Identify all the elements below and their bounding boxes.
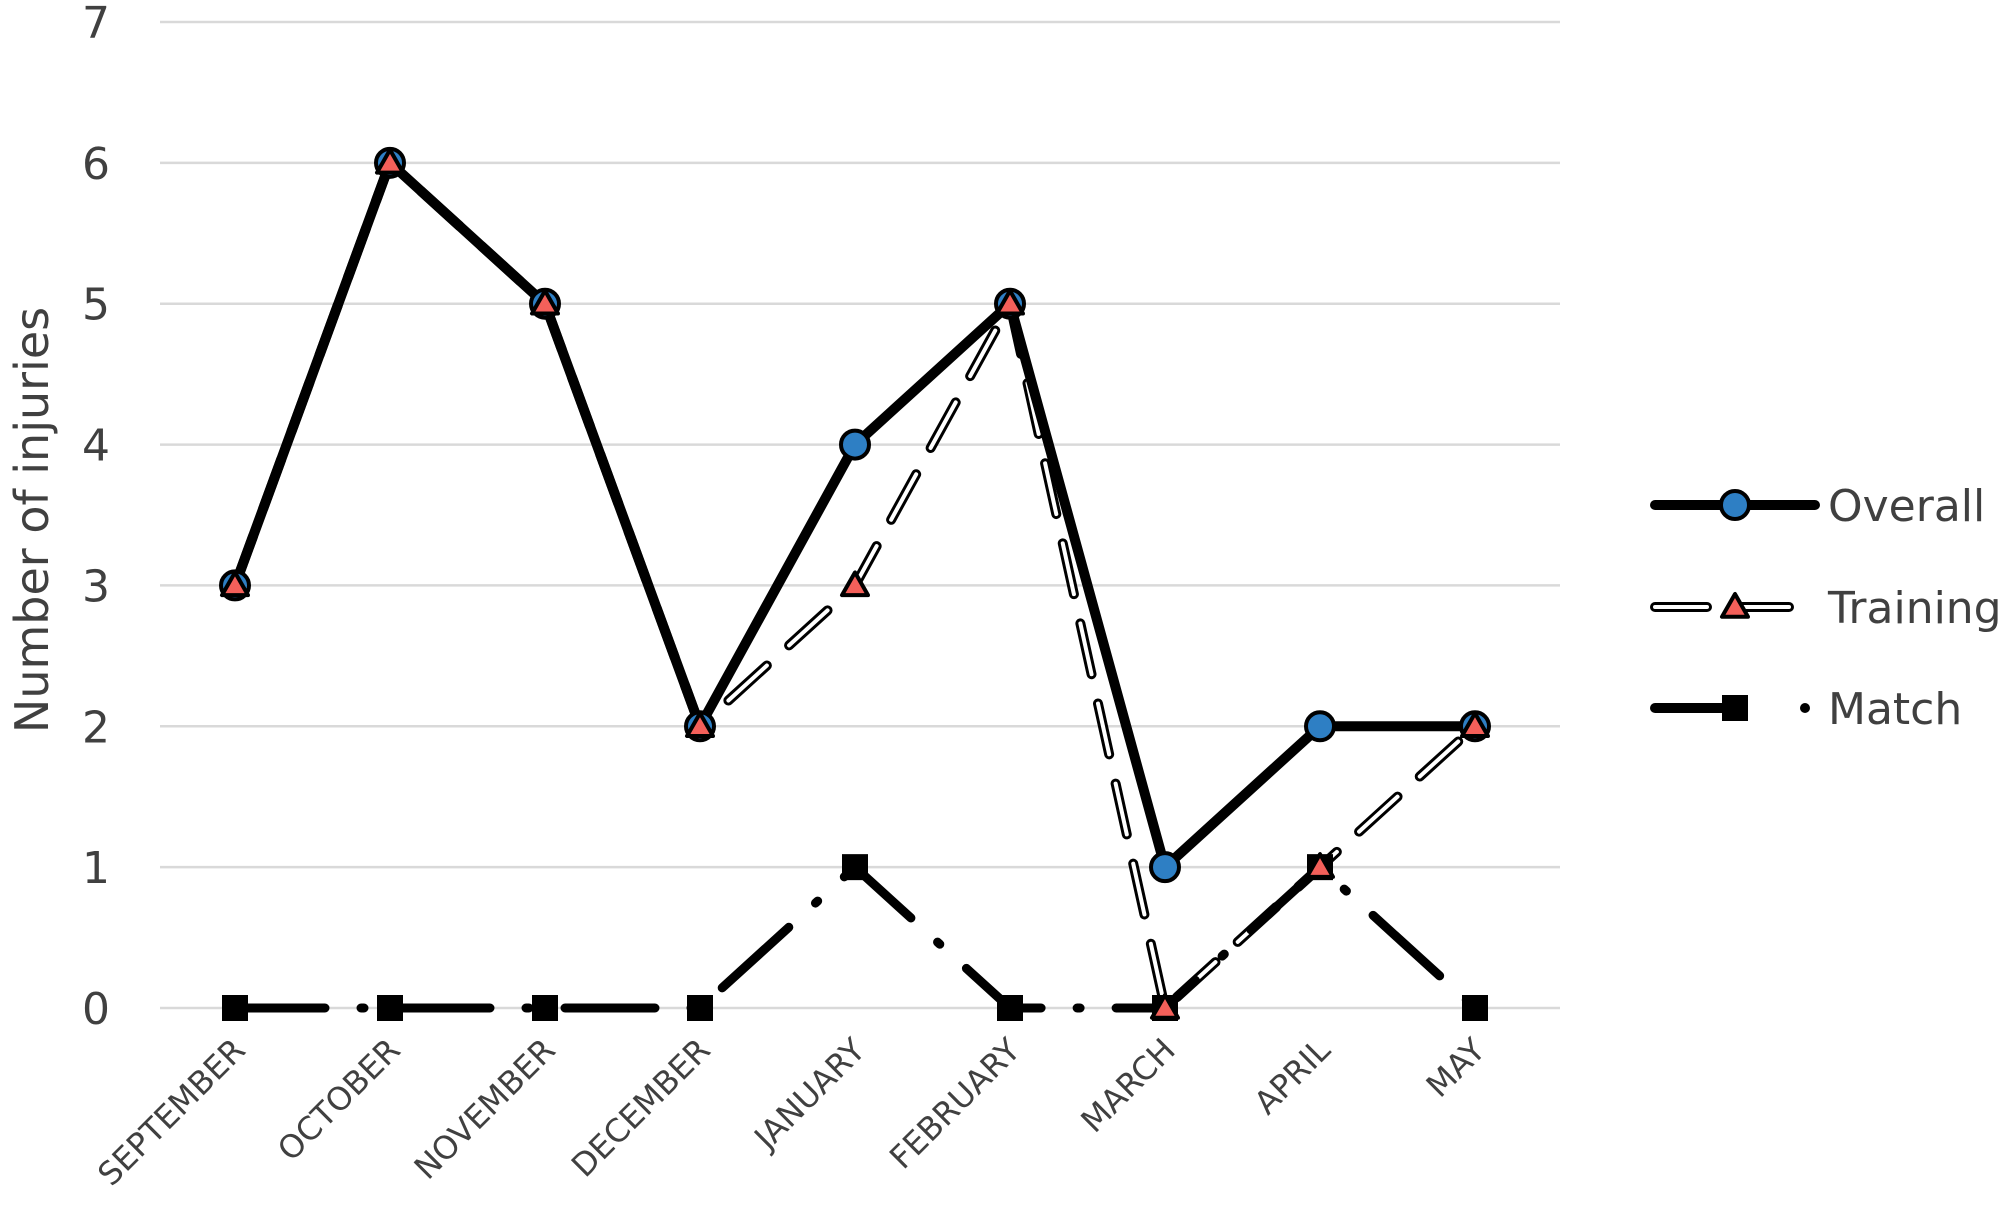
match-point (222, 995, 248, 1021)
legend-match-dot (1800, 703, 1810, 713)
y-tick-labels: 0 1 2 3 4 5 6 7 (82, 0, 110, 1035)
series-line-overall (230, 157, 1475, 873)
overall-point (839, 428, 871, 461)
x-tick-label: FEBRUARY (882, 1030, 1028, 1176)
match-point (377, 995, 403, 1021)
legend: Overall Training Match (1650, 481, 2002, 735)
y-tick-label: 1 (82, 843, 110, 894)
training-point (840, 570, 870, 598)
training-point (995, 288, 1025, 316)
y-tick-label: 0 (82, 984, 110, 1035)
training-point (220, 570, 250, 598)
match-point (687, 995, 713, 1021)
training-point (685, 711, 715, 739)
y-tick-label: 4 (82, 421, 110, 472)
match-point (1462, 995, 1488, 1021)
training-point (1150, 993, 1180, 1020)
legend-training-label: Training (1827, 583, 2002, 634)
overall-point (1304, 710, 1336, 743)
match-point (997, 995, 1023, 1021)
x-tick-label: MARCH (1073, 1031, 1182, 1140)
training-point (375, 147, 405, 175)
y-tick-label: 6 (82, 139, 110, 190)
y-tick-label: 5 (82, 280, 110, 331)
x-tick-label: DECEMBER (564, 1031, 718, 1185)
x-tick-label: APRIL (1247, 1031, 1338, 1122)
legend-match-marker (1722, 695, 1748, 721)
y-axis-label: Number of injuries (5, 307, 59, 733)
overall-point (1149, 851, 1181, 884)
training-point (530, 288, 560, 316)
y-tick-label: 3 (82, 561, 110, 612)
legend-training-marker (1720, 592, 1750, 619)
legend-match-label: Match (1828, 684, 1962, 735)
x-tick-label: MAY (1419, 1030, 1493, 1104)
legend-overall-label: Overall (1828, 481, 1985, 532)
match-point (532, 995, 558, 1021)
x-tick-label: NOVEMBER (407, 1031, 563, 1187)
training-point (1460, 711, 1490, 739)
series-line-match (230, 862, 1480, 1013)
match-point (842, 854, 868, 881)
y-tick-label: 2 (82, 702, 110, 753)
training-point (1305, 852, 1335, 879)
x-tick-label: JANUARY (746, 1030, 873, 1157)
x-tick-label: OCTOBER (270, 1031, 408, 1169)
series-markers (219, 146, 1491, 1021)
legend-overall-marker (1719, 489, 1751, 521)
y-tick-label: 7 (82, 0, 110, 49)
x-tick-label: SEPTEMBER (90, 1031, 252, 1193)
